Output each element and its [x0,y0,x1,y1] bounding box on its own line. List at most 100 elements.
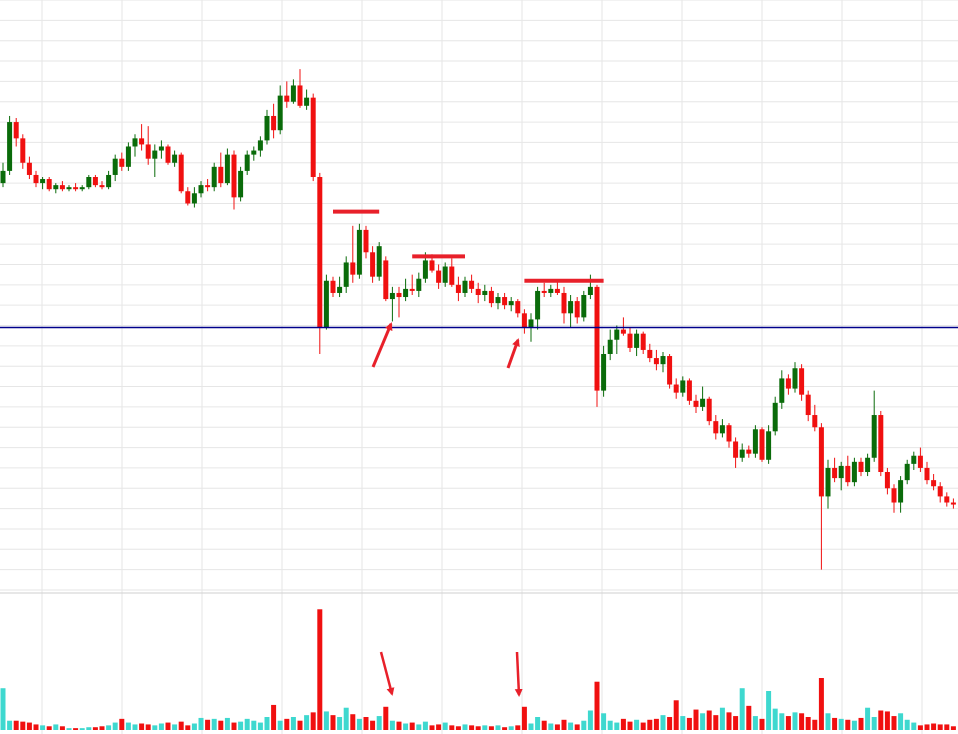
volume-bar [931,723,937,730]
candle-body [198,185,204,194]
candle-body [587,286,593,295]
candle-body [112,158,118,175]
candle-body [746,449,752,454]
volume-bar [568,722,574,730]
volume-bar [13,720,19,730]
candle-body [92,177,98,186]
candle-body [502,297,508,306]
volume-bar [26,722,32,730]
candle-body [950,502,956,505]
candle-body [647,349,653,359]
volume-bar [205,719,211,730]
candle-body [667,356,673,385]
volume-bar [488,726,494,730]
volume-bar [535,717,541,730]
volume-bar [818,678,824,730]
volume-bar [79,728,85,730]
candle-body [304,97,310,106]
volume-bar [667,717,673,730]
candle-body [752,429,758,454]
volume-bar [898,713,904,730]
candle-body [469,280,475,289]
candle-body [917,455,923,468]
candle-body [264,115,270,141]
candle-body [297,85,303,106]
candle-body [106,174,112,188]
volume-bar [396,721,402,730]
volume-bar [634,719,640,730]
volume-bar [383,706,389,730]
candle-body [343,262,349,287]
candle-body [139,138,145,145]
volume-bar [224,717,230,730]
volume-bar [944,724,950,730]
candle-body [614,329,620,340]
volume-bar [726,712,732,730]
candle-body [825,467,831,497]
candle-body [805,394,811,416]
volume-bar [601,713,607,730]
volume-bar [66,728,72,730]
volume-bar [680,716,686,730]
candle-body [680,380,686,393]
candle-body [46,179,52,190]
volume-bar [40,725,46,730]
candle-body [422,260,428,279]
candle-body [726,425,732,442]
candle-body [271,115,277,131]
volume-bar [475,726,481,730]
candle-body [462,280,468,293]
volume-bar [700,713,706,730]
volume-bar [462,724,468,730]
price-pane [0,69,958,570]
volume-bar [53,724,59,730]
volume-bar [838,718,844,730]
volume-bar [257,722,263,730]
volume-bar [376,716,382,730]
candle-body [323,280,329,328]
volume-bar [284,718,290,730]
volume-bar [416,724,422,730]
candle-body [429,260,435,271]
candle-body [911,455,917,464]
volume-bar [290,717,296,730]
candle-body [924,467,930,481]
candle-body [904,463,910,481]
candle-body [99,185,105,188]
candle-body [884,472,890,489]
volume-bar [198,717,204,730]
candle-body [238,170,244,198]
candle-body [33,174,39,184]
candle-body [581,295,587,318]
volume-bar [422,721,428,730]
arrow [506,338,520,369]
candle-body [891,488,897,503]
volume-bar [904,719,910,730]
candle-body [277,95,283,131]
candle-body [548,288,554,293]
volume-bar [482,725,488,730]
volume-bar [554,724,560,730]
volume-bar [409,722,415,730]
candle-body [119,158,125,167]
candle-body [26,162,32,175]
candle-body [541,290,547,293]
candle-body [601,354,607,391]
candle-body [931,480,937,487]
candle-body [627,333,633,348]
volume-bar [805,717,811,730]
volume-bar [911,722,917,730]
volume-bar [106,725,112,730]
volume-bar [640,722,646,730]
candle-body [620,329,626,334]
candle-body [442,266,448,283]
candle-body [508,301,514,306]
candle-body [337,286,343,293]
candle-body [660,356,666,365]
volume-bar [191,723,197,730]
candle-body [59,185,65,190]
volume-bar [891,716,897,730]
candle-body [634,333,640,348]
candle-body [0,170,6,184]
volume-bar [218,720,224,730]
